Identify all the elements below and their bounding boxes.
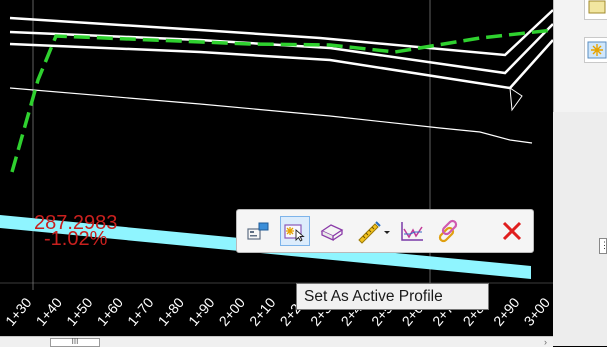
panel-tool-button-top[interactable] — [584, 0, 607, 20]
design-profile-line — [9, 9, 554, 57]
panel-tool-button-set-active[interactable] — [584, 37, 607, 63]
measure-tool-icon — [358, 221, 390, 244]
station-label: 2+10 — [246, 294, 279, 329]
active-profile-sparkle-icon — [587, 41, 607, 59]
elevation-label: 287.2983 — [34, 212, 117, 234]
station-label: 3+00 — [521, 294, 554, 329]
set-active-profile-icon — [284, 224, 305, 242]
existing-ground-line — [9, 87, 533, 144]
profile-end-marker — [509, 87, 523, 112]
design-profile-line — [9, 23, 554, 75]
station-label: 1+50 — [63, 294, 96, 329]
profile-chart-button[interactable] — [397, 216, 427, 246]
profile-properties-button[interactable] — [243, 216, 273, 246]
delete-button[interactable] — [497, 216, 527, 246]
measure-tool-dropdown[interactable] — [354, 216, 394, 246]
design-profile-line — [9, 39, 554, 90]
station-label: 1+80 — [155, 294, 188, 329]
station-label: 2+90 — [490, 294, 523, 329]
tasks-panel — [553, 0, 607, 113]
profile-context-toolbar — [236, 209, 534, 253]
link-icon — [438, 219, 458, 243]
profile-chart-icon — [401, 222, 423, 241]
station-label: 1+60 — [94, 294, 127, 329]
station-label: 1+40 — [33, 294, 66, 329]
grade-label: -1.02% — [44, 228, 108, 250]
delete-icon — [502, 221, 522, 241]
set-active-profile-button[interactable] — [280, 216, 310, 246]
horizontal-scrollbar[interactable]: III › — [0, 336, 553, 347]
link-button[interactable] — [433, 216, 463, 246]
tooltip-set-active-profile: Set As Active Profile — [296, 283, 489, 310]
scroll-right-arrow-icon[interactable]: › — [544, 337, 547, 347]
station-label: 1+30 — [2, 294, 35, 329]
panel-splitter-handle[interactable]: ⋮ — [599, 238, 607, 254]
station-label: 1+70 — [124, 294, 157, 329]
station-label: 2+00 — [216, 294, 249, 329]
station-label: 1+90 — [185, 294, 218, 329]
eraser-icon — [320, 224, 344, 242]
profile-properties-icon — [247, 222, 269, 240]
active-profile-line — [10, 28, 554, 173]
chevron-down-icon — [384, 231, 390, 234]
panel-tool-icon — [588, 0, 606, 14]
eraser-button[interactable] — [317, 216, 347, 246]
side-panel-strip: ⋮ — [553, 112, 607, 346]
